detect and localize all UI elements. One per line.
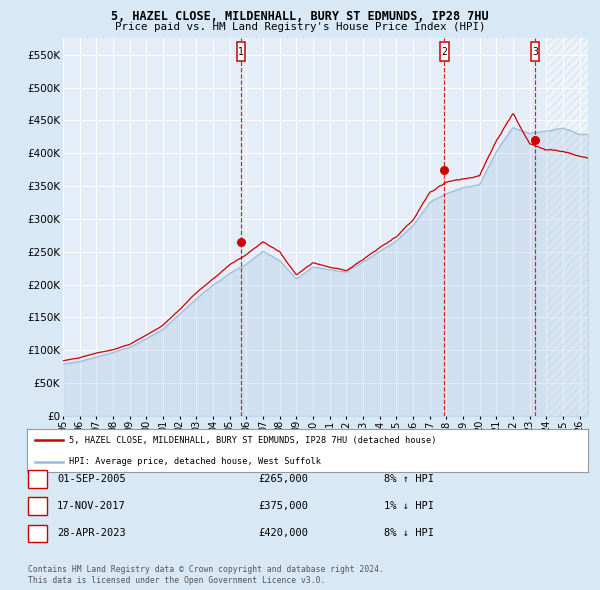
Text: £420,000: £420,000 <box>258 529 308 538</box>
Text: HPI: Average price, detached house, West Suffolk: HPI: Average price, detached house, West… <box>69 457 321 466</box>
Text: £375,000: £375,000 <box>258 502 308 511</box>
Text: Contains HM Land Registry data © Crown copyright and database right 2024.: Contains HM Land Registry data © Crown c… <box>28 565 384 575</box>
Text: 2: 2 <box>35 502 41 511</box>
Text: 1% ↓ HPI: 1% ↓ HPI <box>384 502 434 511</box>
Bar <box>547 38 588 416</box>
FancyBboxPatch shape <box>440 42 449 61</box>
Text: This data is licensed under the Open Government Licence v3.0.: This data is licensed under the Open Gov… <box>28 576 326 585</box>
Text: 28-APR-2023: 28-APR-2023 <box>57 529 126 538</box>
Text: 2: 2 <box>442 47 447 57</box>
Text: 17-NOV-2017: 17-NOV-2017 <box>57 502 126 511</box>
Text: Price paid vs. HM Land Registry's House Price Index (HPI): Price paid vs. HM Land Registry's House … <box>115 22 485 32</box>
FancyBboxPatch shape <box>530 42 539 61</box>
Text: 3: 3 <box>532 47 538 57</box>
Text: 8% ↑ HPI: 8% ↑ HPI <box>384 474 434 484</box>
Text: 5, HAZEL CLOSE, MILDENHALL, BURY ST EDMUNDS, IP28 7HU (detached house): 5, HAZEL CLOSE, MILDENHALL, BURY ST EDMU… <box>69 435 437 445</box>
Text: 1: 1 <box>238 47 244 57</box>
Text: £265,000: £265,000 <box>258 474 308 484</box>
Text: 5, HAZEL CLOSE, MILDENHALL, BURY ST EDMUNDS, IP28 7HU: 5, HAZEL CLOSE, MILDENHALL, BURY ST EDMU… <box>111 10 489 23</box>
Text: 8% ↓ HPI: 8% ↓ HPI <box>384 529 434 538</box>
Text: 3: 3 <box>35 529 41 538</box>
FancyBboxPatch shape <box>236 42 245 61</box>
Text: 01-SEP-2005: 01-SEP-2005 <box>57 474 126 484</box>
Text: 1: 1 <box>35 474 41 484</box>
